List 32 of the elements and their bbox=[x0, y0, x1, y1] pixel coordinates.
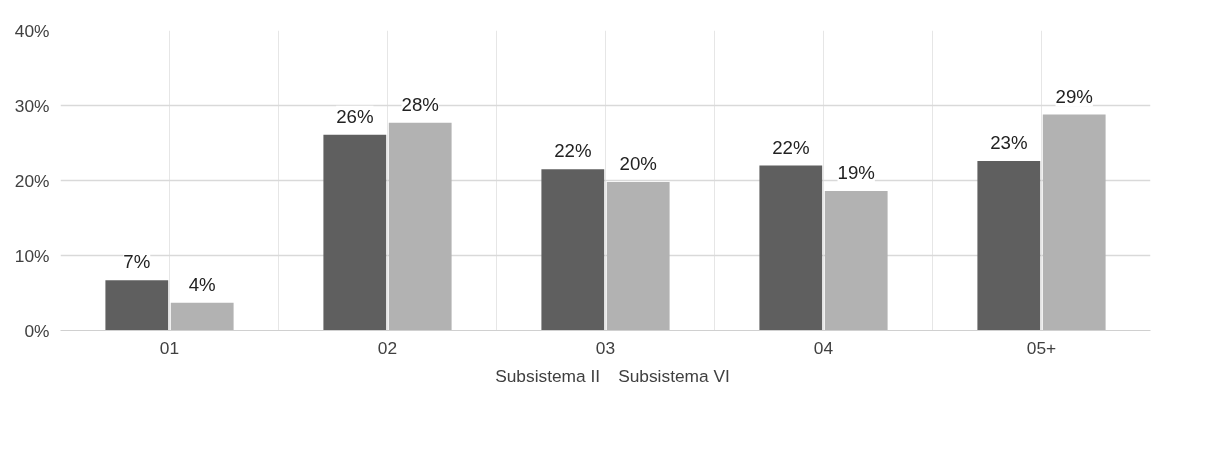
bar bbox=[1042, 114, 1106, 331]
bar bbox=[759, 165, 823, 331]
bar bbox=[388, 122, 452, 331]
bar bbox=[606, 182, 670, 331]
data-label: 26% bbox=[336, 105, 374, 127]
y-tick-label: 30% bbox=[14, 95, 50, 116]
y-tick-label: 40% bbox=[14, 20, 50, 41]
bar bbox=[977, 161, 1041, 331]
bar bbox=[323, 134, 387, 331]
data-label: 7% bbox=[123, 251, 151, 273]
y-tick-label: 20% bbox=[14, 170, 50, 191]
y-tick-label: 0% bbox=[24, 320, 50, 341]
data-label: 23% bbox=[990, 132, 1028, 153]
x-tick-label: 05+ bbox=[1026, 337, 1057, 358]
x-tick-label: 03 bbox=[595, 337, 616, 358]
bar bbox=[824, 191, 888, 331]
data-label: 28% bbox=[401, 93, 439, 115]
y-tick-label: 10% bbox=[14, 245, 50, 266]
bar bbox=[541, 169, 605, 331]
data-label: 22% bbox=[772, 136, 810, 158]
bar bbox=[105, 280, 169, 331]
bar bbox=[170, 302, 234, 331]
data-label: 19% bbox=[837, 162, 875, 183]
data-label: 4% bbox=[188, 273, 216, 295]
data-label: 22% bbox=[554, 140, 592, 162]
x-tick-label: 01 bbox=[159, 337, 180, 358]
x-tick-label: 04 bbox=[813, 337, 834, 358]
data-label: 29% bbox=[1055, 85, 1093, 107]
x-tick-label: 02 bbox=[377, 337, 398, 358]
text: Subsistema VI bbox=[618, 365, 730, 387]
data-label: 20% bbox=[619, 153, 657, 174]
text: Subsistema II bbox=[495, 365, 601, 387]
